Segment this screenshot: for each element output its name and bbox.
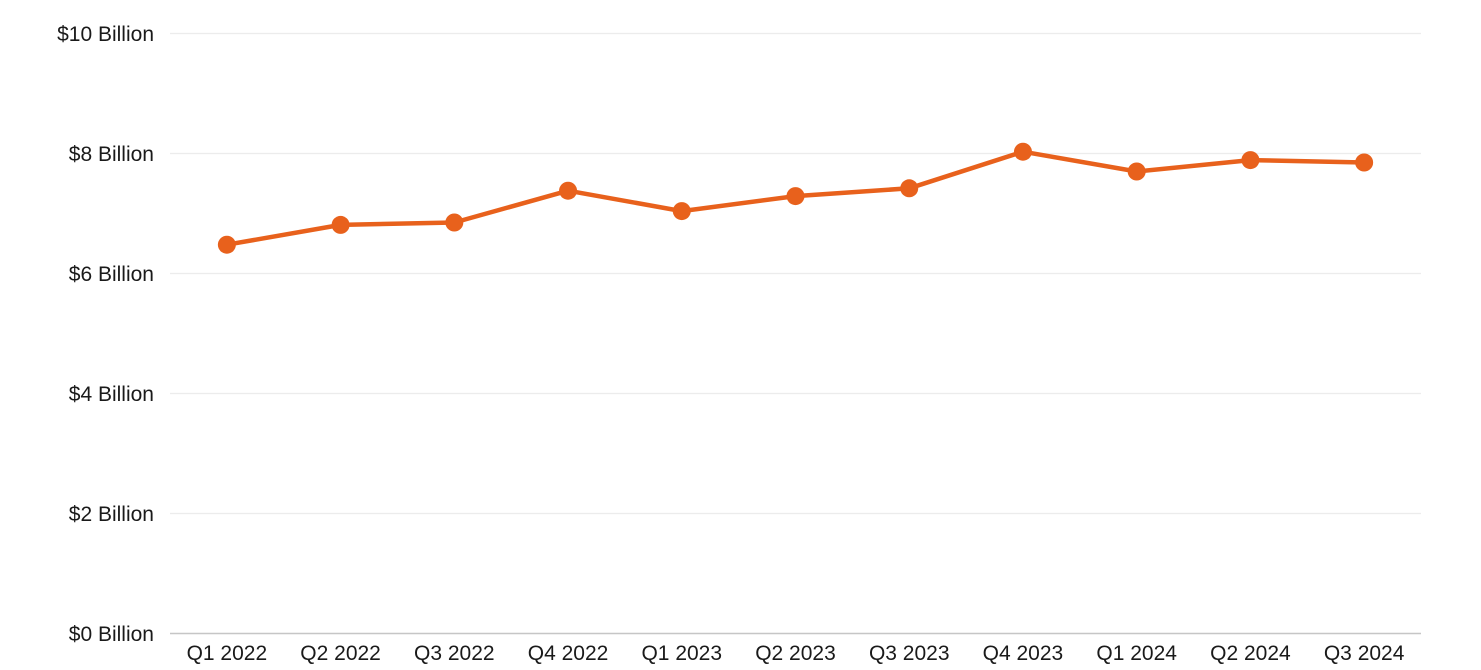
x-axis-tick-label: Q3 2024 (1324, 642, 1405, 665)
x-axis-tick-label: Q1 2023 (641, 642, 722, 665)
data-point-marker[interactable] (445, 213, 464, 232)
y-axis-tick-label: $6 Billion (69, 263, 154, 286)
data-point-marker[interactable] (786, 187, 805, 206)
data-point-marker[interactable] (559, 181, 578, 200)
x-axis-tick-label: Q1 2024 (1096, 642, 1177, 665)
x-axis-tick-label: Q4 2023 (983, 642, 1064, 665)
x-axis-tick-label: Q2 2024 (1210, 642, 1291, 665)
x-axis-tick-label: Q1 2022 (187, 642, 268, 665)
x-axis-tick-label: Q2 2023 (755, 642, 836, 665)
data-point-marker[interactable] (1013, 142, 1032, 161)
x-axis-tick-label: Q3 2023 (869, 642, 950, 665)
x-axis-tick-label: Q2 2022 (300, 642, 381, 665)
data-point-marker[interactable] (217, 235, 236, 254)
data-point-marker[interactable] (1241, 151, 1260, 170)
y-axis-tick-label: $2 Billion (69, 503, 154, 526)
data-point-marker[interactable] (331, 215, 350, 234)
y-axis-tick-label: $0 Billion (69, 623, 154, 646)
y-axis-tick-label: $10 Billion (57, 23, 154, 46)
x-axis-tick-label: Q4 2022 (528, 642, 609, 665)
data-point-marker[interactable] (900, 179, 919, 198)
y-axis-tick-label: $8 Billion (69, 143, 154, 166)
x-axis-tick-label: Q3 2022 (414, 642, 495, 665)
data-point-marker[interactable] (1127, 162, 1146, 181)
data-point-marker[interactable] (672, 202, 691, 221)
data-point-marker[interactable] (1355, 153, 1374, 172)
y-axis-tick-label: $4 Billion (69, 383, 154, 406)
